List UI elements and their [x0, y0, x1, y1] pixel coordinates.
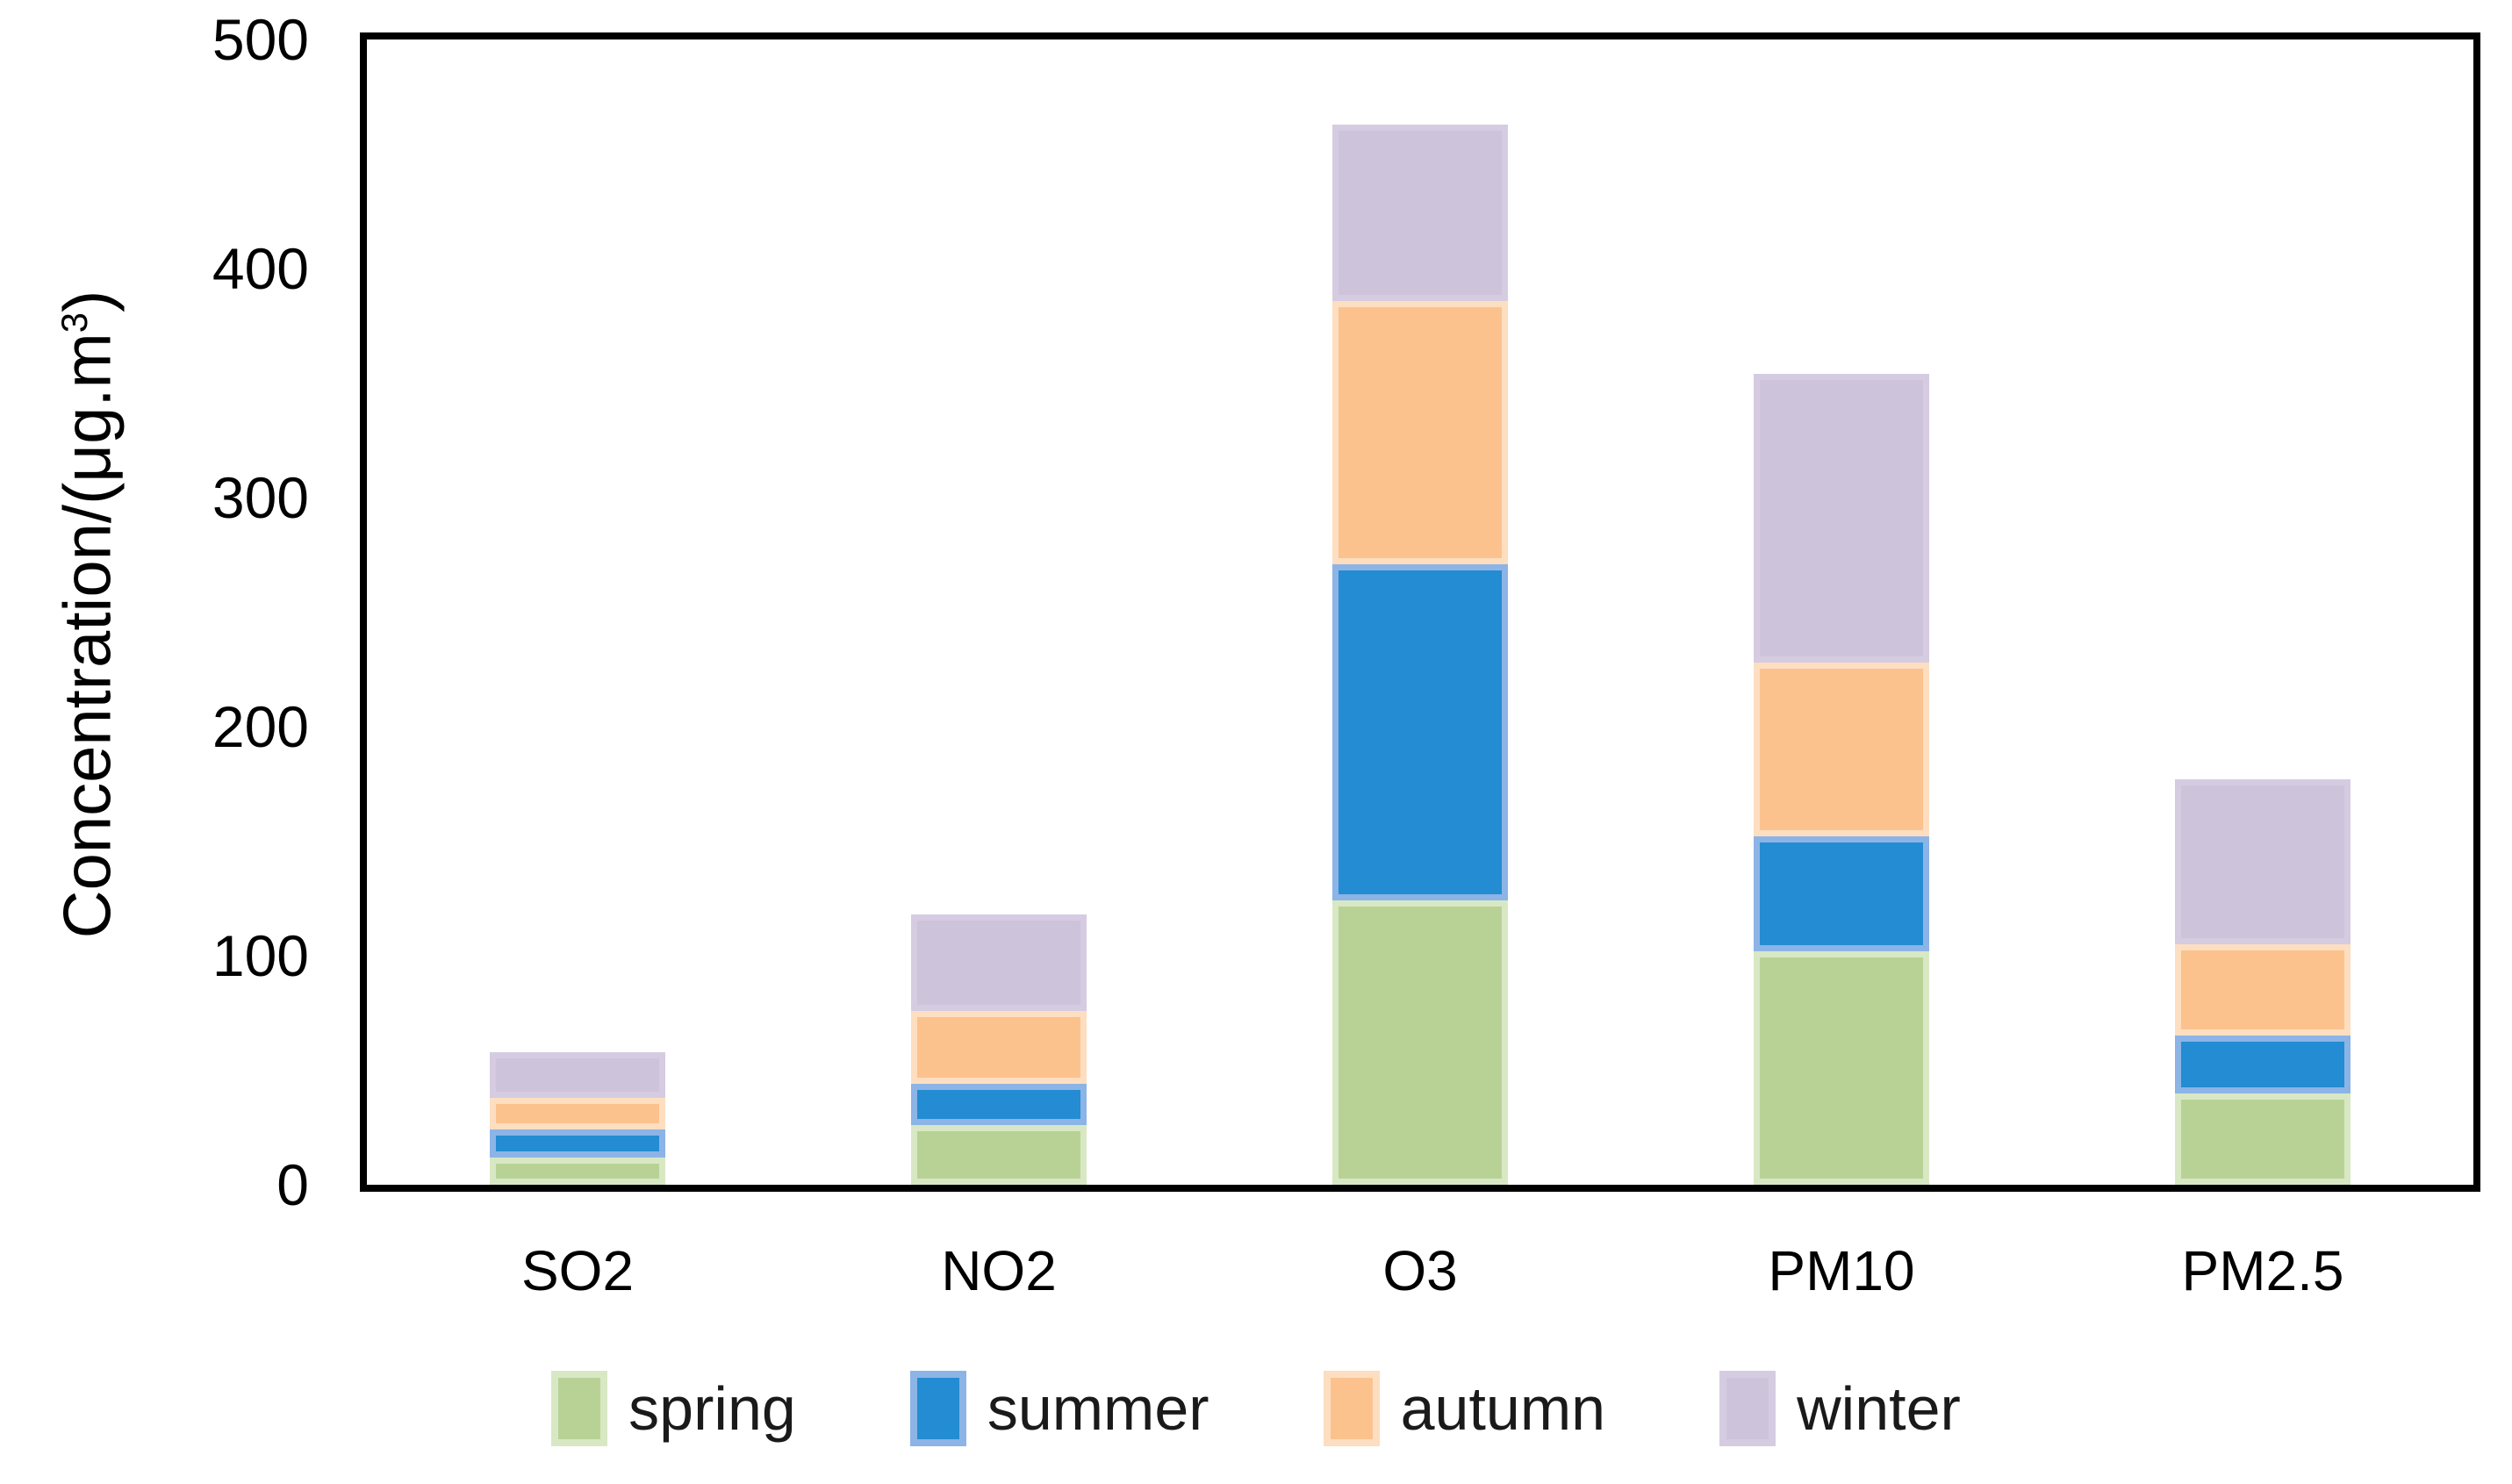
bar-segment-summer: [911, 1084, 1087, 1126]
bar-segment-autumn: [490, 1097, 665, 1130]
bar-segment-spring: [1754, 950, 1929, 1185]
legend-color-swatch: [551, 1371, 608, 1446]
legend-item-summer: summer: [909, 1369, 1209, 1448]
legend-label: winter: [1797, 1374, 1961, 1443]
bar-pm25: [2175, 39, 2351, 1185]
y-tick-label: 0: [276, 1152, 309, 1217]
bar-segment-spring: [2175, 1093, 2351, 1185]
y-tick-label: 300: [212, 465, 309, 530]
legend-item-winter: winter: [1719, 1369, 1961, 1448]
superscript-3: 3: [54, 312, 96, 333]
bar-segment-summer: [490, 1129, 665, 1158]
x-category-label: PM10: [1768, 1239, 1915, 1302]
bar-o3: [1332, 39, 1508, 1185]
bar-segment-winter: [2175, 779, 2351, 944]
legend-label: summer: [987, 1374, 1209, 1443]
legend-color-swatch: [1323, 1371, 1380, 1446]
bar-segment-autumn: [1332, 300, 1508, 564]
x-category-label: O3: [1382, 1239, 1458, 1302]
bar-segment-autumn: [911, 1010, 1087, 1085]
bar-pm10: [1754, 39, 1929, 1185]
legend-color-swatch: [909, 1371, 966, 1446]
x-category-label: PM2.5: [2181, 1239, 2344, 1302]
y-tick-label: 200: [212, 694, 309, 759]
legend: spring summer autumn winter: [0, 1369, 2512, 1448]
plot-area: [360, 32, 2480, 1192]
bar-segment-winter: [1754, 374, 1929, 663]
legend-item-spring: spring: [551, 1369, 796, 1448]
bar-segment-winter: [490, 1051, 665, 1098]
legend-item-autumn: autumn: [1323, 1369, 1606, 1448]
y-axis-title: Concentration/(μg.m3): [50, 290, 126, 939]
bar-segment-summer: [1754, 836, 1929, 951]
bar-segment-autumn: [2175, 943, 2351, 1036]
bar-segment-winter: [911, 914, 1087, 1011]
bar-segment-summer: [1332, 563, 1508, 901]
legend-label: spring: [628, 1374, 796, 1443]
bar-segment-spring: [911, 1125, 1087, 1185]
bar-segment-winter: [1332, 124, 1508, 301]
y-tick-label: 500: [212, 7, 309, 72]
x-category-label: SO2: [520, 1239, 635, 1302]
bar-no2: [911, 39, 1087, 1185]
bar-segment-spring: [490, 1157, 665, 1185]
legend-color-swatch: [1719, 1371, 1776, 1446]
legend-label: autumn: [1400, 1374, 1606, 1443]
bar-so2: [490, 39, 665, 1185]
y-tick-label: 400: [212, 236, 309, 301]
bar-segment-autumn: [1754, 662, 1929, 837]
x-category-label: NO2: [941, 1239, 1057, 1302]
bar-segment-spring: [1332, 900, 1508, 1185]
bar-segment-summer: [2175, 1036, 2351, 1093]
y-tick-label: 100: [212, 923, 309, 988]
